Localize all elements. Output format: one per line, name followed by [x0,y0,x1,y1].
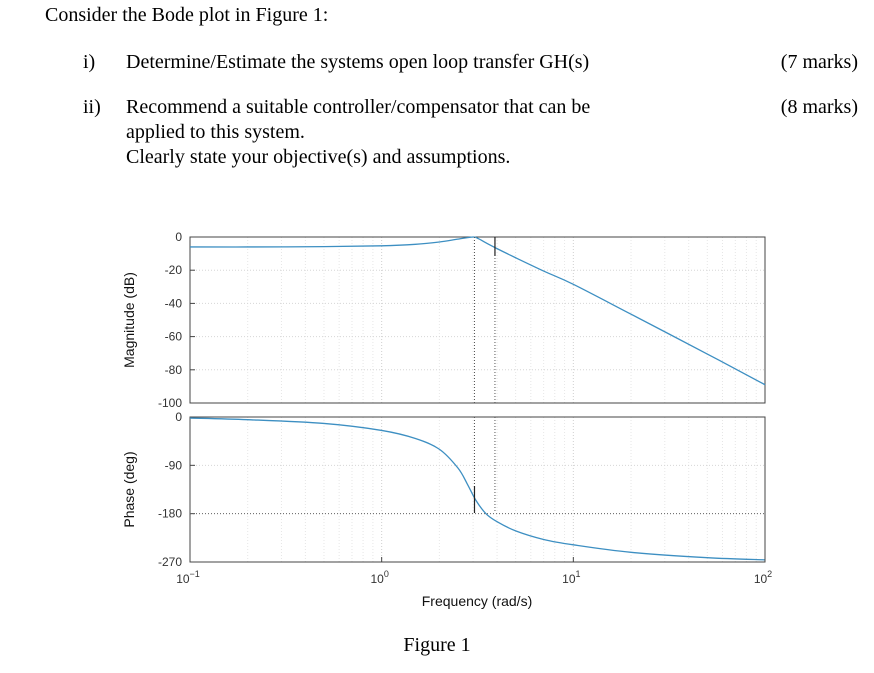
y-tick-label: -40 [165,296,183,310]
y-tick-label: 0 [175,230,182,244]
intro-text: Consider the Bode plot in Figure 1: [45,4,329,26]
x-tick-label: 10−1 [176,569,200,586]
question-1: i) Determine/Estimate the systems open l… [83,50,858,76]
question-1-number: i) [83,51,96,73]
y-tick-label: -80 [165,363,183,377]
axes-box [189,236,766,404]
series-line [189,236,766,386]
y-axis-label: Magnitude (dB) [121,272,137,368]
x-tick-label: 100 [370,569,388,586]
x-axis-label: Frequency (rad/s) [422,593,532,609]
question-2-line-1: Recommend a suitable controller/compensa… [126,96,591,118]
question-2: ii) Recommend a suitable controller/comp… [83,95,858,185]
magnitude-panel: 0 -20 -40 -60 -80 -100 Magnitude (dB) [121,230,766,410]
y-axis-label: Phase (deg) [121,451,137,527]
bode-plot-figure: 0 -20 -40 -60 -80 -100 Magnitude (dB) 0 -90 -180… [121,230,772,609]
question-2-number: ii) [83,96,101,118]
y-tick-label: -180 [158,507,182,521]
y-tick-label: -270 [158,555,182,569]
y-tick-label: 0 [175,410,182,424]
axes-box [189,416,766,563]
question-2-line-2: applied to this system. [126,121,305,143]
y-tick-label: -20 [165,263,183,277]
y-tick-label: -90 [165,458,183,472]
figure-caption: Figure 1 [403,634,471,656]
question-1-marks: (7 marks) [780,51,858,73]
y-tick-label: -60 [165,330,183,344]
y-tick-label: -100 [158,396,182,410]
question-2-line-3: Clearly state your objective(s) and assu… [126,146,511,168]
x-tick-label: 101 [562,569,580,586]
question-1-text: Determine/Estimate the systems open loop… [126,51,590,73]
question-2-marks: (8 marks) [780,96,858,118]
x-tick-label: 102 [754,569,772,586]
frequency-axis: 10−1 100 101 102 Frequency (rad/s) [176,557,772,609]
phase-panel: 0 -90 -180 -270 Phase (deg) [121,410,766,569]
series-line [189,417,766,561]
